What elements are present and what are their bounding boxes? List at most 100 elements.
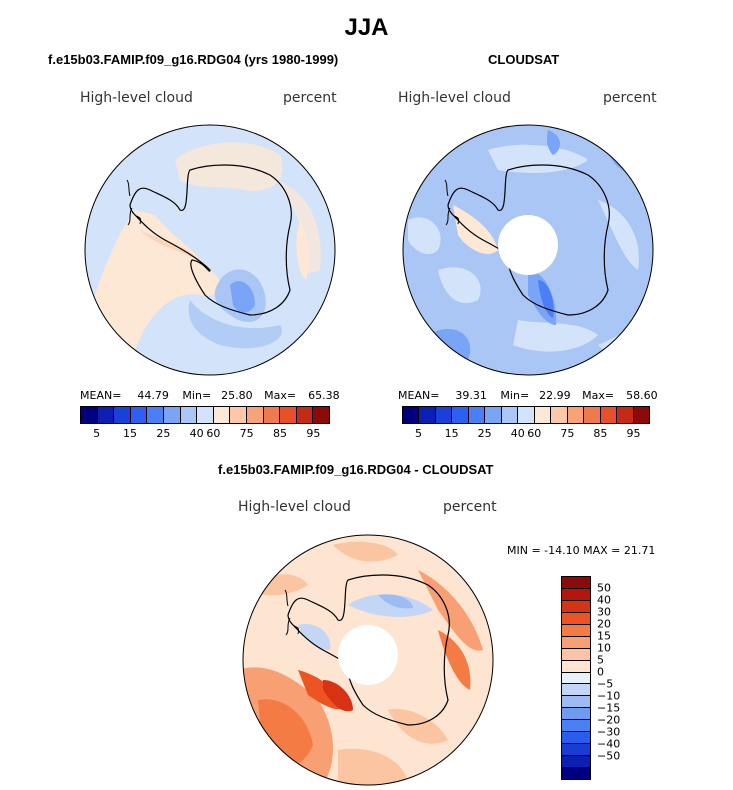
diff-colorbar-swatch <box>562 600 590 613</box>
right-panel-map <box>402 124 654 376</box>
left-colorbar-tick-label: 75 <box>239 427 254 440</box>
right-panel-units-label: percent <box>603 90 657 106</box>
right-colorbar-swatch <box>485 407 502 423</box>
diff-panel-units-label: percent <box>443 499 497 515</box>
diff-colorbar-tick-label: −50 <box>597 749 621 763</box>
right-max-value: 58.60 <box>626 389 658 402</box>
diff-colorbar-tick-label: 50 <box>597 581 611 595</box>
diff-colorbar-swatch <box>562 577 590 589</box>
diff-colorbar-swatch <box>562 720 590 733</box>
right-colorbar-swatch <box>567 407 585 423</box>
right-colorbar-swatch <box>501 407 519 423</box>
diff-colorbar-swatch <box>562 768 590 779</box>
diff-colorbar-swatch <box>562 624 590 637</box>
right-colorbar-tick-label: 40 <box>510 427 525 440</box>
left-colorbar-swatch <box>296 407 314 423</box>
diff-colorbar-swatch <box>562 684 590 697</box>
diff-colorbar-tick-label: 15 <box>597 629 611 643</box>
right-colorbar-swatch <box>633 407 650 423</box>
left-colorbar-swatch <box>97 407 115 423</box>
diff-colorbar-tick-label: 5 <box>597 653 604 667</box>
right-colorbar-swatch <box>600 407 618 423</box>
right-colorbar-swatch <box>518 407 535 423</box>
diff-colorbar-tick-label: −10 <box>597 689 621 703</box>
diff-colorbar-tick-label: −5 <box>597 677 614 691</box>
diff-panel-map <box>242 534 494 786</box>
left-colorbar-swatch <box>313 407 329 423</box>
diff-minmax-label: MIN = -14.10 MAX = 21.71 <box>507 544 656 557</box>
left-colorbar-swatch <box>280 407 297 423</box>
right-colorbar-swatch <box>435 407 453 423</box>
left-colorbar-swatch <box>230 407 247 423</box>
left-mean-value: 44.79 <box>137 389 169 402</box>
right-colorbar-swatch <box>551 407 568 423</box>
diff-panel-subtitle: f.e15b03.FAMIP.f09_g16.RDG04 - CLOUDSAT <box>218 462 494 477</box>
left-min-label: Min= <box>182 389 212 402</box>
right-colorbar-swatch <box>403 407 420 423</box>
diff-colorbar-swatch <box>562 672 590 685</box>
left-colorbar-tick-label: 25 <box>156 427 171 440</box>
diff-colorbar-tick-label: −20 <box>597 713 621 727</box>
diff-colorbar-swatch <box>562 612 590 625</box>
diff-panel-variable-label: High-level cloud <box>238 499 351 515</box>
left-colorbar-swatch <box>213 407 231 423</box>
right-colorbar-swatch <box>452 407 469 423</box>
right-panel-stats: MEAN= 39.31 Min= 22.99 Max= 58.60 <box>398 389 658 402</box>
left-colorbar-tick-label: 40 <box>189 427 204 440</box>
diff-colorbar-swatch <box>562 588 590 601</box>
diff-colorbar-swatch <box>562 696 590 709</box>
left-colorbar-swatch <box>163 407 181 423</box>
right-panel-subtitle: CLOUDSAT <box>488 52 560 67</box>
diff-colorbar-tick-label: 10 <box>597 641 611 655</box>
diff-colorbar-swatch <box>562 732 590 745</box>
left-colorbar <box>80 406 330 424</box>
right-colorbar-swatch <box>584 407 601 423</box>
left-max-label: Max= <box>264 389 297 402</box>
diff-colorbar-swatch <box>562 660 590 673</box>
left-panel-map <box>84 124 336 376</box>
left-colorbar-tick-label: 15 <box>123 427 137 440</box>
right-max-label: Max= <box>582 389 615 402</box>
diff-colorbar-tick-label: 40 <box>597 593 611 607</box>
right-panel-variable-label: High-level cloud <box>398 90 511 106</box>
left-max-value: 65.38 <box>308 389 340 402</box>
left-colorbar-swatch <box>81 407 98 423</box>
left-colorbar-swatch <box>197 407 214 423</box>
diff-colorbar-swatch <box>562 648 590 661</box>
left-mean-label: MEAN= <box>80 389 122 402</box>
right-colorbar-tick-label: 75 <box>560 427 575 440</box>
right-colorbar-tick-label: 85 <box>593 427 608 440</box>
left-colorbar-swatch <box>180 407 198 423</box>
right-colorbar-tick-label: 25 <box>477 427 492 440</box>
left-panel-subtitle: f.e15b03.FAMIP.f09_g16.RDG04 (yrs 1980-1… <box>48 52 339 67</box>
figure-title: JJA <box>344 14 389 41</box>
left-colorbar-swatch <box>246 407 264 423</box>
diff-colorbar-tick-label: −30 <box>597 725 621 739</box>
diff-colorbar-swatch <box>562 708 590 721</box>
right-colorbar-tick-label: 15 <box>444 427 459 440</box>
diff-colorbar-swatch <box>562 756 590 768</box>
right-colorbar-tick-label: 95 <box>626 427 641 440</box>
left-colorbar-tick-label: 5 <box>93 427 101 440</box>
left-colorbar-swatch <box>263 407 281 423</box>
diff-colorbar <box>561 576 591 780</box>
diff-colorbar-tick-label: −40 <box>597 737 621 751</box>
left-panel-stats: MEAN= 44.79 Min= 25.80 Max= 65.38 <box>80 389 340 402</box>
right-min-label: Min= <box>500 389 530 402</box>
left-colorbar-tick-label: 85 <box>273 427 287 440</box>
right-colorbar <box>402 406 650 424</box>
diff-colorbar-tick-label: 0 <box>597 665 604 679</box>
diff-colorbar-tick-label: 20 <box>597 617 611 631</box>
diff-colorbar-swatch <box>562 744 590 757</box>
left-colorbar-tick-label: 60 <box>206 427 221 440</box>
left-colorbar-swatch <box>130 407 148 423</box>
right-mean-label: MEAN= <box>398 389 440 402</box>
left-colorbar-swatch <box>114 407 131 423</box>
diff-colorbar-tick-label: 30 <box>597 605 611 619</box>
right-colorbar-swatch <box>419 407 436 423</box>
right-colorbar-swatch <box>468 407 486 423</box>
right-mean-value: 39.31 <box>455 389 487 402</box>
right-colorbar-tick-label: 60 <box>527 427 542 440</box>
left-colorbar-tick-label: 95 <box>306 427 321 440</box>
left-panel-variable-label: High-level cloud <box>80 90 193 106</box>
